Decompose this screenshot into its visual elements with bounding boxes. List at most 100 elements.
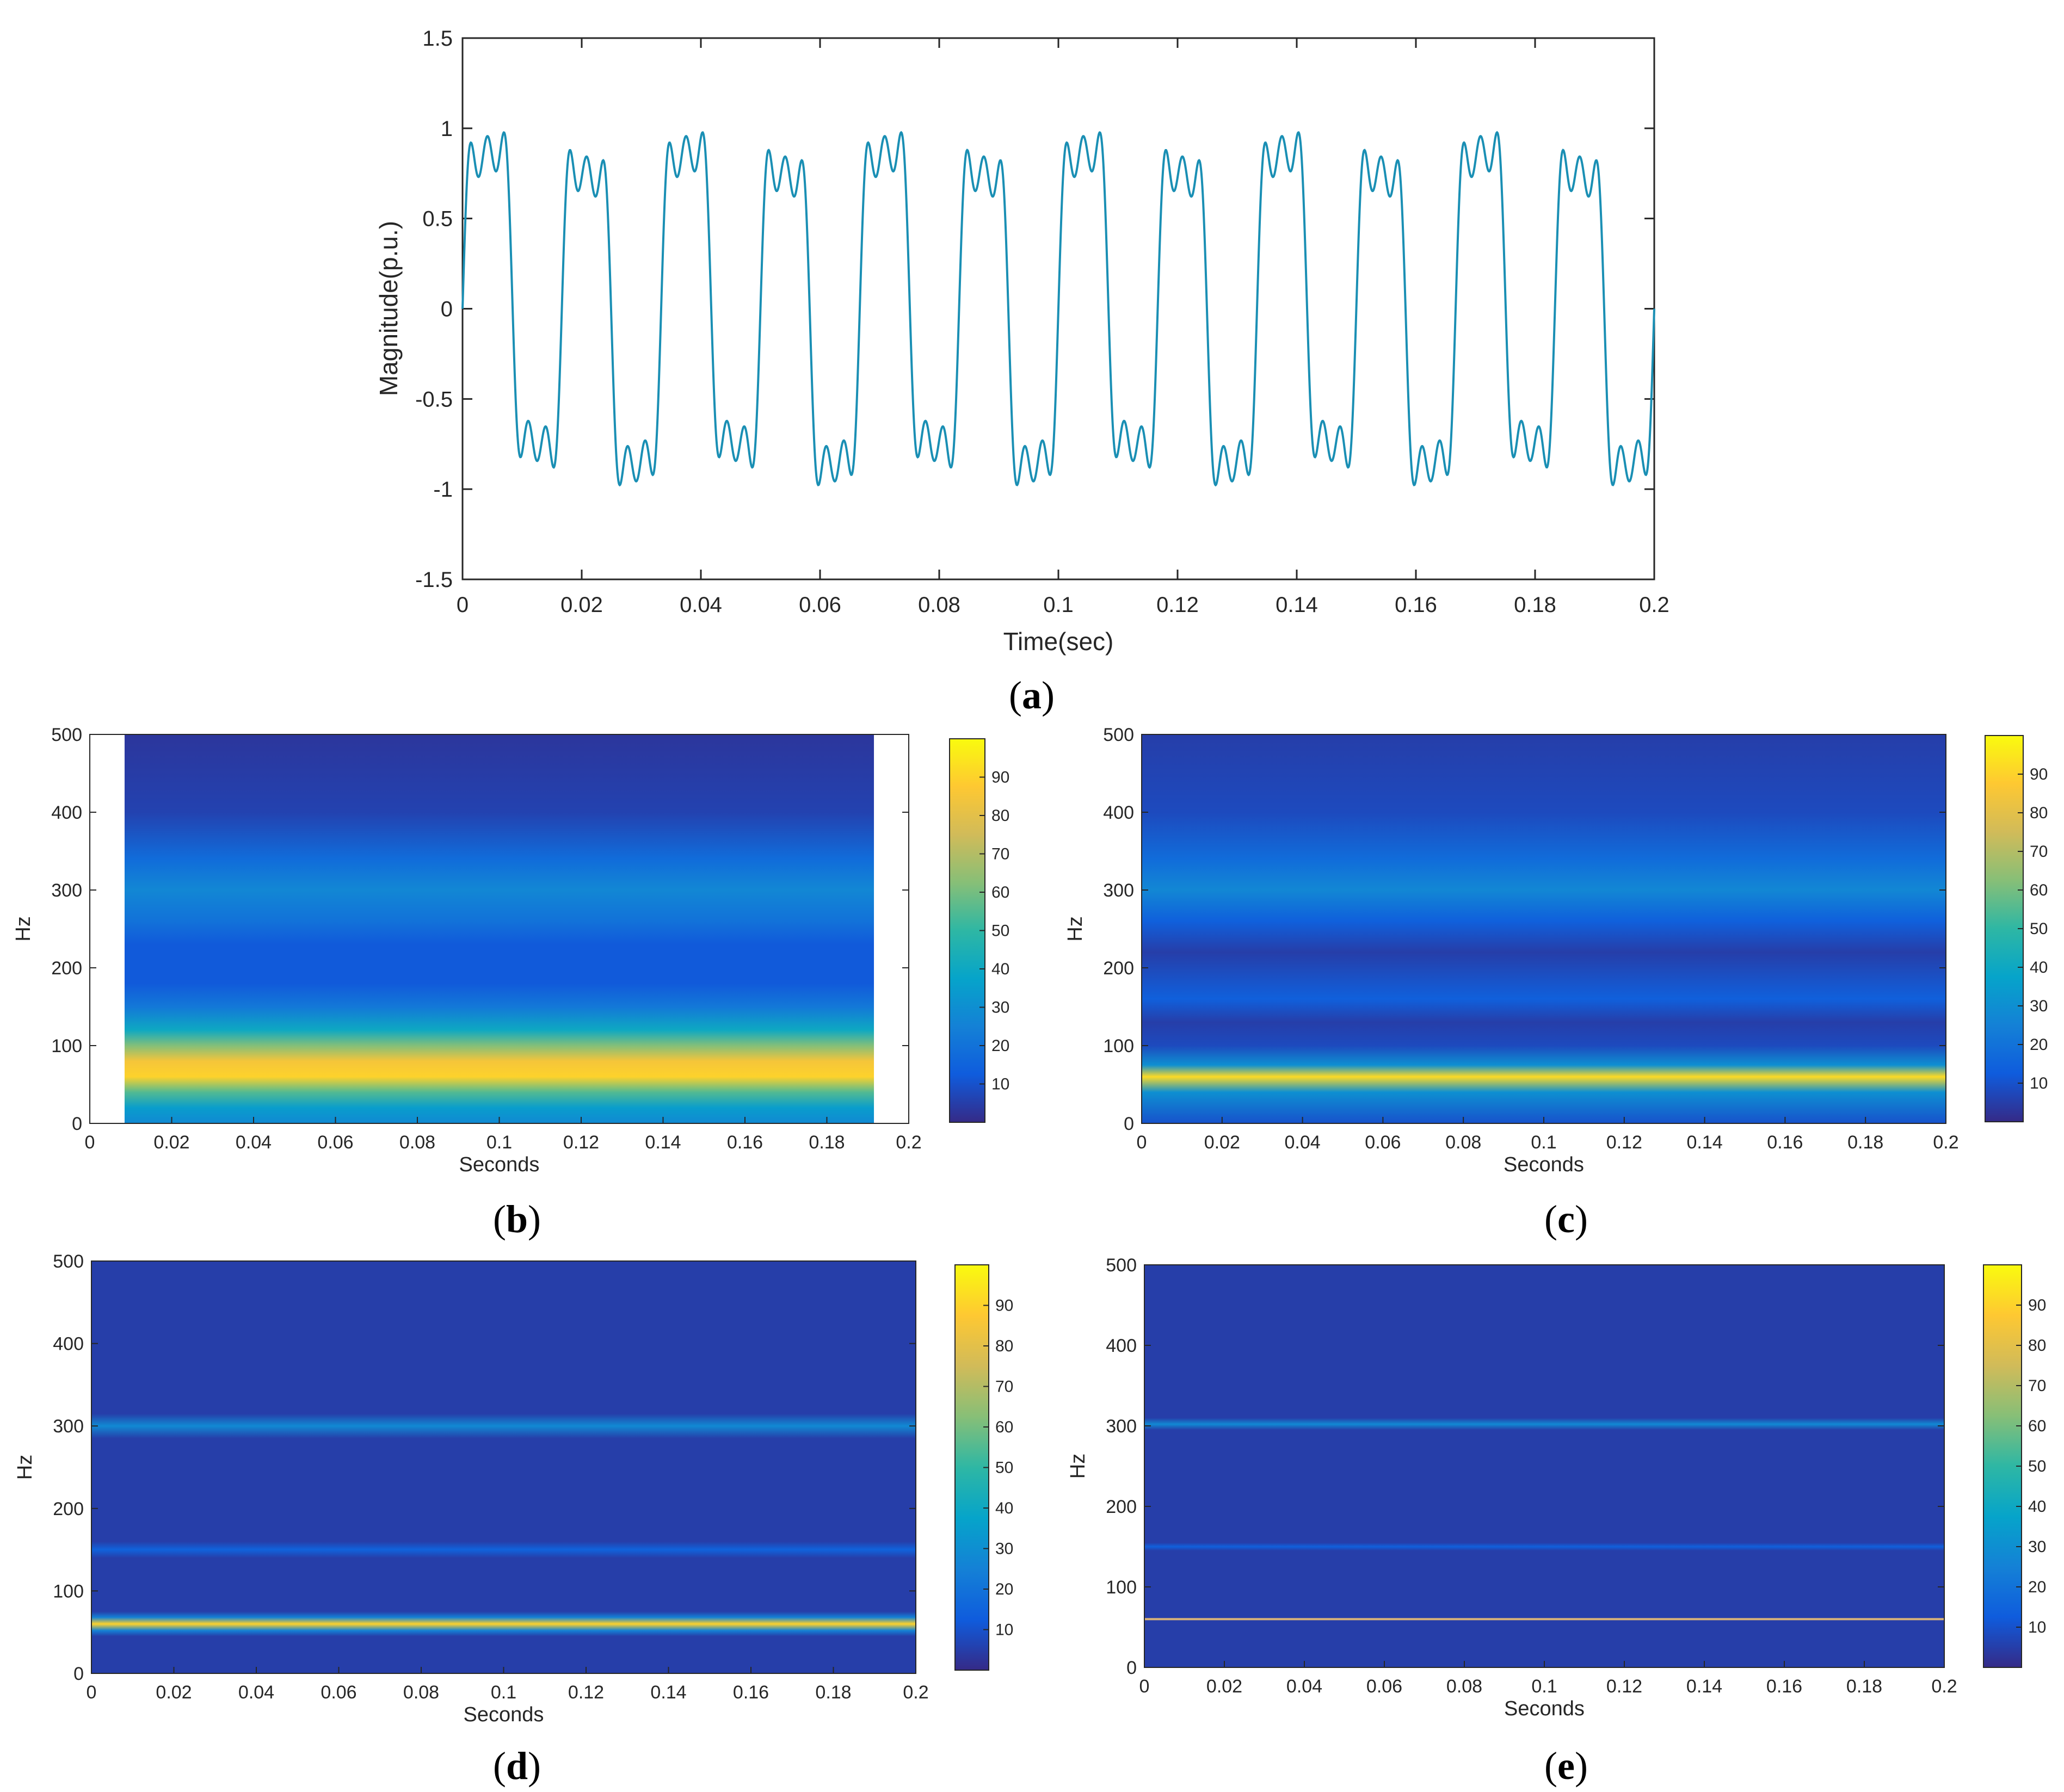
spectrogram-c-colorbar-tick-label: 30 xyxy=(2030,997,2048,1015)
spectrogram-c-colorbar-tick-label: 70 xyxy=(2030,843,2048,861)
spectrogram-c-x-tick-label: 0.06 xyxy=(1365,1132,1401,1153)
waveform-y-tick-label: 1 xyxy=(441,117,453,141)
spectrogram-b-y-tick-label: 400 xyxy=(51,802,82,823)
spectrogram-e-y-tick-label: 300 xyxy=(1106,1416,1137,1437)
spectrogram-e-colorbar-tick-label: 50 xyxy=(2028,1457,2046,1475)
spectrogram-b-colorbar-tick-label: 10 xyxy=(991,1076,1009,1093)
waveform-y-tick-labels: 1.5 1 0.5 0 -0.5 -1 -1.5 xyxy=(415,27,453,592)
spectrogram-b-image xyxy=(124,734,874,1123)
spectrogram-c-x-tick-label: 0.12 xyxy=(1606,1132,1642,1153)
spectrogram-c-colorbar-tick-label: 40 xyxy=(2030,959,2048,977)
spectrogram-panel-e: 0 0.02 0.04 0.06 0.08 0.1 0.12 0.14 0.16 0.18 0.2 5… xyxy=(1067,1255,2046,1788)
spectrogram-d-x-tick-label: 0.02 xyxy=(156,1682,192,1703)
spectrogram-d-y-tick-label: 200 xyxy=(53,1499,84,1519)
spectrogram-b-colorbar-tick-label: 60 xyxy=(991,883,1009,901)
spectrogram-c-x-tick-label: 0.14 xyxy=(1687,1132,1723,1153)
spectrogram-d-colorbar-tick-label: 60 xyxy=(995,1418,1013,1436)
spectrogram-e-y-tick-label: 500 xyxy=(1106,1255,1137,1276)
spectrogram-e-x-tick-label: 0.16 xyxy=(1766,1676,1802,1697)
spectrogram-d-colorbar-tick-label: 70 xyxy=(995,1378,1013,1396)
spectrogram-c-colorbar-tick-label: 50 xyxy=(2030,920,2048,938)
spectrogram-c-x-tick-label: 0.08 xyxy=(1445,1132,1481,1153)
spectrogram-d-x-tick-label: 0.12 xyxy=(568,1682,604,1703)
spectrogram-e-x-tick-label: 0.04 xyxy=(1286,1676,1322,1697)
spectrogram-c-colorbar-tick-label: 90 xyxy=(2030,765,2048,783)
spectrogram-c-image xyxy=(1142,734,1946,1123)
waveform-y-tick-label: -1.5 xyxy=(415,568,453,592)
spectrogram-c-x-tick-label: 0.18 xyxy=(1847,1132,1883,1153)
spectrogram-e-y-tick-label: 200 xyxy=(1106,1497,1137,1517)
waveform-x-tick-label: 0.04 xyxy=(680,593,722,617)
waveform-y-tick-label: -1 xyxy=(433,478,453,502)
spectrogram-d-colorbar-tick-label: 50 xyxy=(995,1459,1013,1477)
spectrogram-b-x-tick-label: 0.04 xyxy=(236,1132,272,1153)
waveform-x-tick-label: 0.12 xyxy=(1156,593,1199,617)
spectrogram-b-x-tick-label: 0.14 xyxy=(645,1132,681,1153)
spectrogram-b-x-tick-label: 0.12 xyxy=(563,1132,599,1153)
spectrogram-b-y-tick-label: 200 xyxy=(51,958,82,979)
spectrogram-b-x-axis-label: Seconds xyxy=(459,1153,540,1176)
spectrogram-b-y-tick-label: 0 xyxy=(72,1114,82,1134)
spectrogram-d-colorbar-tick-label: 30 xyxy=(995,1540,1013,1558)
waveform-y-axis-label: Magnitude(p.u.) xyxy=(374,221,403,396)
spectrogram-d-x-tick-label: 0.2 xyxy=(903,1682,928,1703)
spectrogram-c-y-tick-label: 0 xyxy=(1124,1114,1134,1134)
spectrogram-d-x-tick-label: 0.18 xyxy=(815,1682,851,1703)
spectrogram-d-y-tick-label: 500 xyxy=(53,1251,84,1272)
spectrogram-panel-c: 0 0.02 0.04 0.06 0.08 0.1 0.12 0.14 0.16 0.18 0.2 5… xyxy=(1064,725,2048,1241)
spectrogram-e-colorbar-tick-label: 40 xyxy=(2028,1498,2046,1516)
spectrogram-c-y-axis-label: Hz xyxy=(1064,916,1087,941)
spectrogram-c-colorbar-tick-label: 80 xyxy=(2030,804,2048,822)
waveform-y-tick-label: 0 xyxy=(441,298,453,322)
spectrogram-c-colorbar-tick-label: 60 xyxy=(2030,881,2048,899)
waveform-y-tick-label: 1.5 xyxy=(422,27,453,51)
spectrogram-e-x-tick-label: 0.08 xyxy=(1446,1676,1482,1697)
spectrogram-e-x-tick-label: 0.18 xyxy=(1846,1676,1882,1697)
spectrogram-d-x-axis-label: Seconds xyxy=(464,1703,544,1726)
panel-label-d: (d) xyxy=(493,1744,541,1788)
spectrogram-d-y-axis-label: Hz xyxy=(14,1455,36,1480)
spectrogram-b-x-tick-label: 0.18 xyxy=(809,1132,845,1153)
spectrogram-panel-d: 0 0.02 0.04 0.06 0.08 0.1 0.12 0.14 0.16 0.18 0.2 5… xyxy=(14,1251,1013,1788)
spectrogram-b-x-tick-label: 0.1 xyxy=(486,1132,512,1153)
spectrogram-b-colorbar-tick-label: 70 xyxy=(991,845,1009,863)
spectrogram-b-colorbar-tick-label: 90 xyxy=(991,769,1009,787)
spectrogram-d-x-tick-label: 0.16 xyxy=(733,1682,769,1703)
spectrogram-d-colorbar-tick-label: 80 xyxy=(995,1337,1013,1355)
waveform-x-tick-label: 0.08 xyxy=(918,593,960,617)
spectrogram-e-colorbar-tick-label: 90 xyxy=(2028,1296,2046,1314)
spectrogram-panels: 0 0.02 0.04 0.06 0.08 0.1 0.12 0.14 0.16 0.18 0.2 5… xyxy=(12,725,2048,1788)
spectrogram-e-y-tick-label: 100 xyxy=(1106,1577,1137,1598)
spectrogram-b-x-tick-label: 0.08 xyxy=(399,1132,435,1153)
waveform-x-tick-label: 0.2 xyxy=(1639,593,1669,617)
spectrogram-d-y-tick-label: 300 xyxy=(53,1416,84,1437)
spectrogram-b-x-tick-label: 0.16 xyxy=(727,1132,763,1153)
spectrogram-c-x-axis-label: Seconds xyxy=(1504,1153,1584,1176)
waveform-x-tick-label: 0.06 xyxy=(799,593,841,617)
spectrogram-panel-b: 0 0.02 0.04 0.06 0.08 0.1 0.12 0.14 0.16 0.18 0.2 5… xyxy=(12,725,1009,1241)
spectrogram-d-x-tick-label: 0.08 xyxy=(403,1682,439,1703)
spectrogram-b-y-tick-label: 300 xyxy=(51,880,82,901)
spectrogram-e-x-tick-label: 0.12 xyxy=(1606,1676,1642,1697)
spectrogram-e-x-tick-label: 0.02 xyxy=(1206,1676,1242,1697)
spectrogram-c-y-tick-label: 500 xyxy=(1103,725,1134,745)
spectrogram-d-colorbar-tick-label: 10 xyxy=(995,1621,1013,1639)
waveform-x-axis-label: Time(sec) xyxy=(1003,627,1114,656)
spectrogram-d-x-tick-label: 0 xyxy=(87,1682,97,1703)
spectrogram-d-image xyxy=(91,1261,916,1673)
spectrogram-b-x-tick-label: 0.06 xyxy=(317,1132,353,1153)
spectrogram-d-y-tick-label: 0 xyxy=(73,1664,84,1684)
spectrogram-c-x-tick-label: 0.04 xyxy=(1285,1132,1321,1153)
spectrogram-d-y-tick-label: 100 xyxy=(53,1581,84,1602)
panel-label-b: (b) xyxy=(493,1197,541,1241)
waveform-y-tick-label: -0.5 xyxy=(415,387,453,411)
spectrogram-e-x-tick-label: 0.2 xyxy=(1931,1676,1957,1697)
spectrogram-b-colorbar-tick-label: 80 xyxy=(991,807,1009,825)
waveform-x-tick-labels: 0 0.02 0.04 0.06 0.08 0.1 0.12 0.14 0.16 0.18 0.2 xyxy=(457,593,1669,617)
spectrogram-d-x-tick-label: 0.1 xyxy=(491,1682,516,1703)
spectrogram-b-colorbar xyxy=(949,738,985,1123)
spectrogram-c-x-tick-label: 0.16 xyxy=(1767,1132,1803,1153)
spectrogram-b-y-tick-label: 500 xyxy=(51,725,82,745)
spectrogram-b-colorbar-tick-label: 50 xyxy=(991,922,1009,940)
